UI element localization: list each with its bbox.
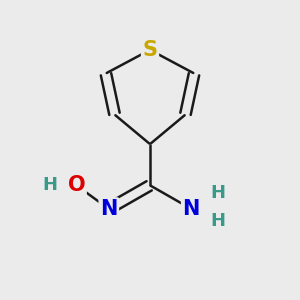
Text: N: N: [182, 199, 200, 219]
Text: H: H: [210, 212, 225, 230]
Text: N: N: [100, 199, 118, 219]
Text: S: S: [142, 40, 158, 60]
Text: H: H: [42, 176, 57, 194]
Text: H: H: [210, 184, 225, 202]
Text: O: O: [68, 175, 85, 195]
